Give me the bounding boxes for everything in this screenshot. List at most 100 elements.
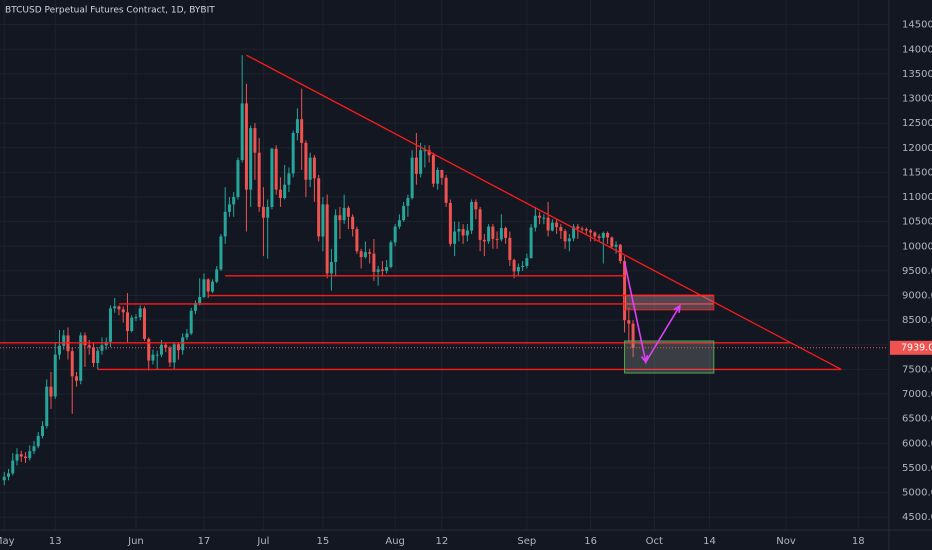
y-tick-label: 9000.00: [902, 291, 932, 302]
candle-body: [291, 132, 295, 174]
candle-body: [419, 150, 423, 174]
candle-body: [402, 205, 406, 221]
candle-body: [227, 204, 231, 212]
last-price-label: 7939.00: [901, 342, 932, 353]
candle-body: [138, 308, 142, 318]
candle-body: [325, 204, 329, 274]
candle-body: [516, 266, 520, 272]
candle-body: [19, 454, 23, 457]
x-tick-label: Aug: [385, 536, 405, 547]
candle-body: [359, 251, 363, 258]
candle-body: [283, 184, 287, 199]
candle-body: [346, 207, 350, 217]
candle-body: [589, 230, 593, 233]
candle-body: [300, 119, 304, 143]
candle-body: [563, 231, 567, 242]
candle-body: [176, 344, 180, 351]
candle-body: [334, 215, 338, 263]
candle-body: [83, 335, 87, 346]
candle-body: [342, 207, 346, 221]
candle-body: [410, 157, 414, 199]
candle-body: [487, 226, 491, 242]
candle-body: [436, 169, 440, 184]
candle-body: [130, 317, 134, 332]
candle-body: [457, 229, 461, 232]
candle-body: [240, 103, 244, 161]
y-tick-label: 10500.00: [902, 217, 932, 228]
x-tick-label: May: [0, 536, 15, 547]
candle-body: [172, 344, 176, 363]
candle-body: [53, 354, 57, 397]
candle-body: [363, 252, 367, 258]
candle-body: [482, 239, 486, 242]
y-tick-label: 14500.00: [902, 20, 932, 31]
candle-body: [329, 262, 333, 274]
candle-body: [295, 119, 299, 133]
candle-body: [397, 220, 401, 227]
candle-body: [202, 279, 206, 298]
candle-body: [308, 157, 312, 180]
candle-body: [261, 206, 265, 218]
candle-body: [495, 238, 499, 240]
y-tick-label: 13000.00: [902, 94, 932, 105]
candle-body: [372, 253, 376, 272]
candle-body: [113, 306, 117, 309]
y-tick-label: 5500.00: [902, 463, 932, 474]
candle-body: [606, 232, 610, 238]
candle-body: [368, 252, 372, 254]
candle-body: [32, 446, 36, 452]
y-tick-label: 5000.00: [902, 488, 932, 499]
candle-body: [6, 473, 10, 477]
candle-body: [70, 351, 74, 377]
x-tick-label: 15: [317, 536, 330, 547]
candle-body: [164, 344, 168, 348]
candle-body: [567, 238, 571, 242]
candle-body: [36, 435, 40, 447]
candle-body: [414, 157, 418, 174]
candle-body: [142, 308, 146, 339]
candle-body: [11, 460, 15, 474]
candle-body: [185, 333, 189, 338]
candle-body: [512, 260, 516, 272]
candle-body: [470, 201, 474, 231]
y-tick-label: 9500.00: [902, 266, 932, 277]
candle-body: [550, 222, 554, 231]
candle-body: [631, 323, 635, 348]
y-tick-label: 8500.00: [902, 315, 932, 326]
x-tick-label: Sep: [517, 536, 536, 547]
candle-body: [104, 341, 108, 346]
candle-body: [210, 281, 214, 292]
candle-body: [15, 454, 19, 461]
candle-body: [478, 209, 482, 240]
y-tick-label: 7500.00: [902, 364, 932, 375]
x-tick-label: 17: [198, 536, 211, 547]
candle-body: [338, 215, 342, 221]
y-tick-label: 6000.00: [902, 438, 932, 449]
candle-body: [584, 229, 588, 231]
trend-line: [246, 54, 842, 370]
y-tick-label: 14000.00: [902, 44, 932, 55]
candle-body: [521, 265, 525, 267]
candle-body: [155, 354, 159, 356]
x-tick-label: Nov: [776, 536, 796, 547]
y-tick-label: 7000.00: [902, 389, 932, 400]
candle-body: [427, 150, 431, 156]
candle-body: [555, 222, 559, 228]
candle-body: [40, 426, 44, 436]
candle-body: [193, 302, 197, 311]
candle-body: [317, 178, 321, 237]
candle-body: [304, 142, 308, 180]
candle-body: [593, 232, 597, 237]
candle-body: [74, 376, 78, 381]
candle-body: [465, 230, 469, 236]
x-tick-label: 12: [436, 536, 449, 547]
candle-body: [491, 226, 495, 239]
candle-body: [576, 226, 580, 229]
candle-body: [529, 227, 533, 259]
y-tick-label: 6500.00: [902, 414, 932, 425]
candle-body: [525, 258, 529, 266]
candle-body: [215, 269, 219, 282]
candle-body: [287, 173, 291, 185]
